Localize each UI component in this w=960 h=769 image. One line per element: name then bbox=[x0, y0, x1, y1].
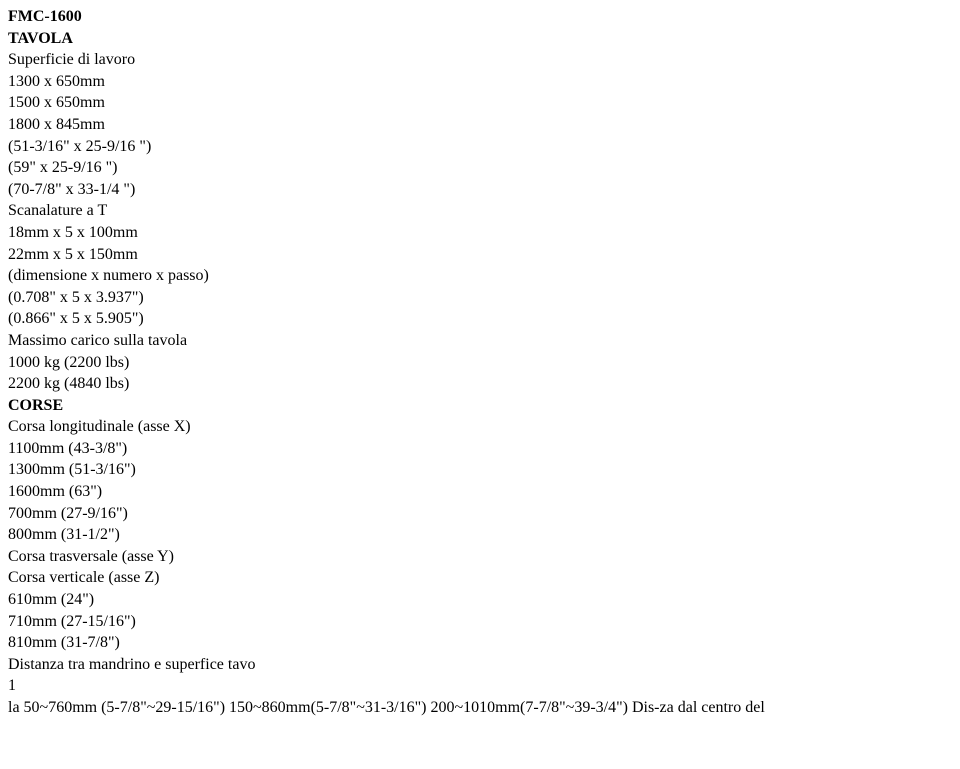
superficie-label: Superficie di lavoro bbox=[8, 49, 952, 71]
model-heading: FMC-1600 bbox=[8, 6, 952, 28]
spec-line: 18mm x 5 x 100mm bbox=[8, 222, 952, 244]
spec-line: 1 bbox=[8, 675, 952, 697]
spec-line: 810mm (31-7/8") bbox=[8, 632, 952, 654]
spec-line: la 50~760mm (5-7/8"~29-15/16") 150~860mm… bbox=[8, 697, 952, 719]
spec-line: 1800 x 845mm bbox=[8, 114, 952, 136]
spec-line: 22mm x 5 x 150mm bbox=[8, 244, 952, 266]
distanza-label: Distanza tra mandrino e superfice tavo bbox=[8, 654, 952, 676]
spec-line: 710mm (27-15/16") bbox=[8, 611, 952, 633]
spec-line: 1100mm (43-3/8") bbox=[8, 438, 952, 460]
spec-line: 610mm (24") bbox=[8, 589, 952, 611]
spec-line: 1500 x 650mm bbox=[8, 92, 952, 114]
corsa-y-label: Corsa trasversale (asse Y) bbox=[8, 546, 952, 568]
corsa-z-label: Corsa verticale (asse Z) bbox=[8, 567, 952, 589]
spec-line: 1600mm (63") bbox=[8, 481, 952, 503]
spec-line: 700mm (27-9/16") bbox=[8, 503, 952, 525]
spec-line: 1000 kg (2200 lbs) bbox=[8, 352, 952, 374]
section-tavola: TAVOLA bbox=[8, 28, 952, 50]
document-page: FMC-1600 TAVOLA Superficie di lavoro 130… bbox=[0, 0, 960, 725]
spec-line: (0.866" x 5 x 5.905") bbox=[8, 308, 952, 330]
scanalature-label: Scanalature a T bbox=[8, 200, 952, 222]
massimo-label: Massimo carico sulla tavola bbox=[8, 330, 952, 352]
spec-line: (0.708" x 5 x 3.937") bbox=[8, 287, 952, 309]
spec-line: (51-3/16" x 25-9/16 ") bbox=[8, 136, 952, 158]
spec-line: 800mm (31-1/2") bbox=[8, 524, 952, 546]
spec-line: 1300 x 650mm bbox=[8, 71, 952, 93]
spec-line: 2200 kg (4840 lbs) bbox=[8, 373, 952, 395]
spec-line: 1300mm (51-3/16") bbox=[8, 459, 952, 481]
spec-line: (59" x 25-9/16 ") bbox=[8, 157, 952, 179]
spec-line: (70-7/8" x 33-1/4 ") bbox=[8, 179, 952, 201]
corsa-x-label: Corsa longitudinale (asse X) bbox=[8, 416, 952, 438]
spec-line: (dimensione x numero x passo) bbox=[8, 265, 952, 287]
section-corse: CORSE bbox=[8, 395, 952, 417]
